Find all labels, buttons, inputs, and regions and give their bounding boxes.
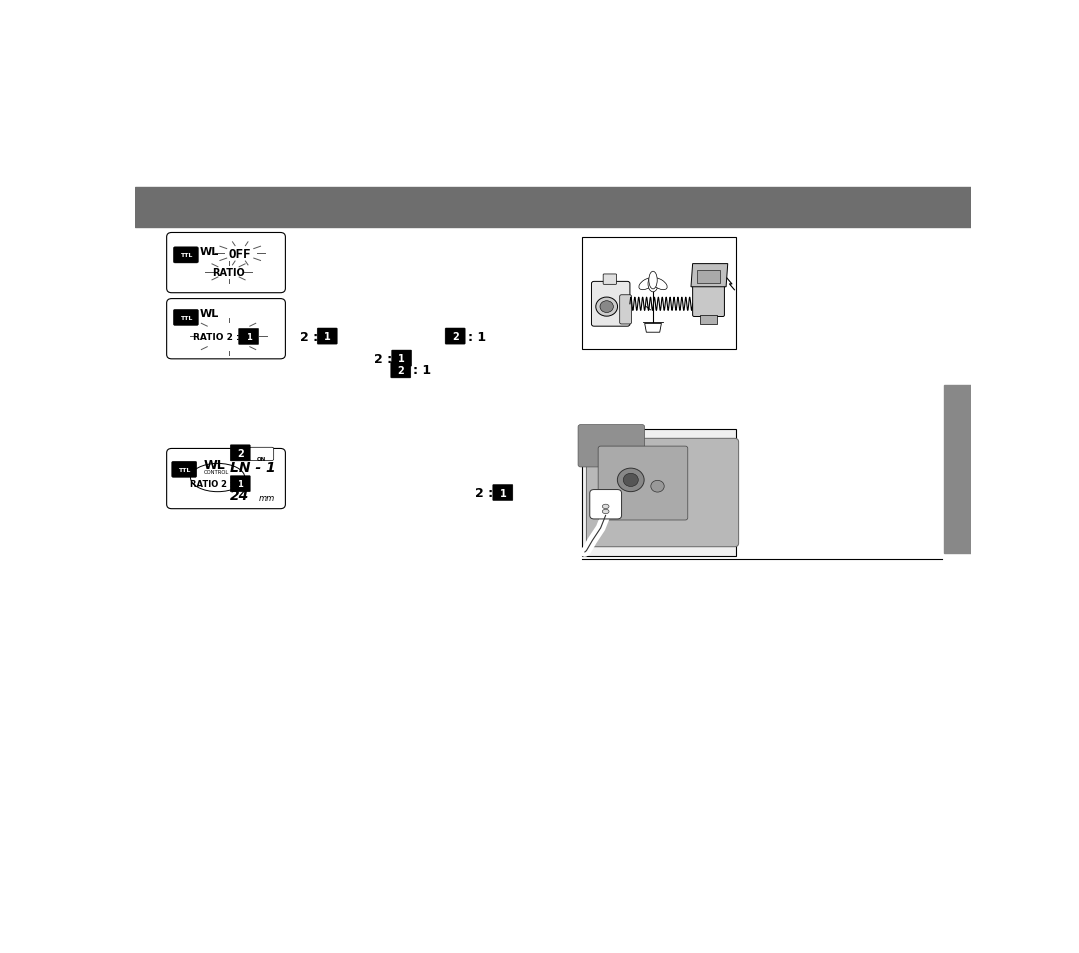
Text: 2: 2 bbox=[237, 448, 244, 458]
Circle shape bbox=[624, 474, 639, 487]
Text: RATIO 2 :: RATIO 2 : bbox=[193, 333, 240, 341]
Circle shape bbox=[617, 469, 644, 492]
Text: LN - 1: LN - 1 bbox=[230, 460, 276, 475]
FancyBboxPatch shape bbox=[166, 449, 285, 509]
Bar bbox=[135, 188, 971, 228]
Text: RATIO: RATIO bbox=[213, 268, 245, 277]
Text: 1: 1 bbox=[398, 354, 405, 364]
Text: 1: 1 bbox=[324, 332, 330, 342]
Text: 1: 1 bbox=[246, 333, 251, 341]
Text: ON: ON bbox=[257, 456, 265, 461]
FancyBboxPatch shape bbox=[174, 248, 199, 264]
FancyBboxPatch shape bbox=[603, 274, 616, 285]
Ellipse shape bbox=[639, 278, 655, 291]
Text: RATIO 2 :: RATIO 2 : bbox=[190, 479, 233, 489]
Text: 1: 1 bbox=[237, 479, 243, 489]
FancyBboxPatch shape bbox=[598, 447, 687, 520]
FancyBboxPatch shape bbox=[166, 299, 285, 359]
Text: 2: 2 bbox=[397, 365, 405, 375]
Ellipse shape bbox=[602, 510, 609, 514]
Bar bbox=[583, 237, 736, 349]
FancyBboxPatch shape bbox=[166, 233, 285, 294]
Text: 2 :: 2 : bbox=[300, 330, 317, 343]
FancyBboxPatch shape bbox=[172, 462, 196, 477]
Bar bbox=[697, 271, 721, 284]
Polygon shape bbox=[644, 324, 661, 333]
Polygon shape bbox=[691, 264, 727, 288]
FancyBboxPatch shape bbox=[590, 490, 622, 519]
Bar bbox=[943, 386, 971, 553]
Ellipse shape bbox=[648, 272, 657, 290]
Text: : 1: : 1 bbox=[467, 330, 486, 343]
Text: : 1: : 1 bbox=[413, 364, 432, 377]
FancyBboxPatch shape bbox=[591, 282, 630, 327]
FancyBboxPatch shape bbox=[446, 329, 465, 345]
Text: WL: WL bbox=[204, 458, 226, 472]
Circle shape bbox=[600, 301, 613, 314]
FancyBboxPatch shape bbox=[249, 448, 274, 461]
FancyArrowPatch shape bbox=[645, 307, 651, 311]
Bar bbox=[700, 315, 718, 325]
FancyBboxPatch shape bbox=[174, 310, 199, 326]
FancyBboxPatch shape bbox=[578, 425, 644, 467]
Text: 1: 1 bbox=[500, 488, 506, 498]
Text: WL: WL bbox=[200, 247, 219, 256]
Circle shape bbox=[651, 481, 665, 493]
Text: WL: WL bbox=[200, 309, 219, 319]
Circle shape bbox=[596, 297, 617, 316]
Text: TTL: TTL bbox=[178, 467, 190, 473]
Text: 2 :: 2 : bbox=[475, 487, 493, 499]
FancyBboxPatch shape bbox=[317, 329, 338, 345]
Text: : 1: : 1 bbox=[252, 447, 271, 460]
FancyBboxPatch shape bbox=[587, 438, 739, 547]
Text: TTL: TTL bbox=[180, 253, 192, 258]
Text: mm: mm bbox=[259, 493, 275, 502]
FancyBboxPatch shape bbox=[230, 476, 250, 493]
Ellipse shape bbox=[651, 278, 667, 291]
FancyBboxPatch shape bbox=[238, 329, 259, 345]
FancyBboxPatch shape bbox=[392, 351, 412, 367]
FancyBboxPatch shape bbox=[493, 485, 513, 501]
FancyBboxPatch shape bbox=[391, 362, 411, 378]
FancyBboxPatch shape bbox=[230, 445, 250, 461]
Text: 24: 24 bbox=[230, 489, 249, 502]
Text: OFF: OFF bbox=[229, 248, 251, 260]
Text: 2 :: 2 : bbox=[374, 353, 392, 365]
Ellipse shape bbox=[602, 505, 609, 509]
FancyBboxPatch shape bbox=[693, 286, 724, 317]
Text: TTL: TTL bbox=[180, 315, 192, 320]
Text: CONTROL: CONTROL bbox=[204, 470, 229, 475]
Ellipse shape bbox=[648, 276, 658, 293]
Text: 2: 2 bbox=[452, 332, 459, 342]
FancyBboxPatch shape bbox=[619, 295, 631, 325]
Bar bbox=[583, 430, 736, 557]
